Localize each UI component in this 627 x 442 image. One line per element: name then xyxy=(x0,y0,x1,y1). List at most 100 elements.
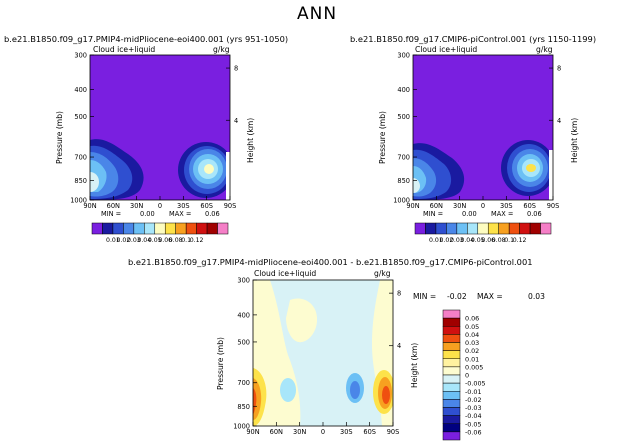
panel-1-xtick-label: 0 xyxy=(158,202,162,210)
colorbar-2-swatch xyxy=(540,222,552,235)
colorbar-diff-swatch xyxy=(442,374,461,384)
colorbar-1-label: 0.04 xyxy=(137,237,151,244)
colorbar-2-swatch xyxy=(477,222,489,235)
colorbar-2-label: 0.04 xyxy=(460,237,474,244)
panel-2-plot xyxy=(413,55,553,200)
colorbar-diff-swatch xyxy=(442,366,461,376)
colorbar-1-label: 0.08 xyxy=(169,237,183,244)
colorbar-diff-label: 0.01 xyxy=(465,355,479,363)
panel-3-ytick-label: 300 xyxy=(237,277,250,285)
colorbar-2-swatch xyxy=(446,222,458,235)
colorbar-diff-swatch xyxy=(442,326,461,335)
colorbar-2-swatch xyxy=(487,222,499,235)
colorbar-2-label: 0.06 xyxy=(481,237,495,244)
panel-2-xtick-label: 30N xyxy=(453,202,466,210)
colorbar-diff-swatch xyxy=(442,382,461,392)
colorbar-diff-swatch xyxy=(442,358,461,368)
colorbar-1-label: 0.1 xyxy=(181,237,191,244)
colorbar-1-label: 0.02 xyxy=(116,237,130,244)
colorbar-1-swatch xyxy=(133,222,145,235)
panel-3-nh-positive-l3 xyxy=(253,388,257,414)
panel-2-variable-label: Cloud ice+liquid xyxy=(415,45,478,54)
colorbar-diff-label: 0.03 xyxy=(465,339,479,347)
colorbar-1-swatch xyxy=(144,222,156,235)
colorbar-diff-swatch xyxy=(442,334,461,343)
colorbar-diff-label: -0.02 xyxy=(465,396,482,404)
panel-3-variable-label: Cloud ice+liquid xyxy=(254,269,317,278)
panel-3-xtick-label: 30S xyxy=(340,428,353,436)
colorbar-1-label: 0.05 xyxy=(148,237,162,244)
colorbar-2-swatch xyxy=(467,222,479,235)
panel-3-negative-mid xyxy=(286,298,318,343)
panel-1-ytick-label: 1000 xyxy=(70,197,87,205)
colorbar-diff-swatch xyxy=(442,350,461,359)
colorbar-2-label: 0.03 xyxy=(450,237,464,244)
colorbar-diff-swatch xyxy=(442,342,461,351)
colorbar-1-swatch xyxy=(154,222,166,235)
panel-1-antarctic-mask xyxy=(226,152,230,200)
panel-3-min-label: MIN = xyxy=(413,292,437,301)
panel-1-ytick-label: 300 xyxy=(74,52,87,60)
panel-1-plot xyxy=(90,55,230,200)
panel-3-units-label: g/kg xyxy=(374,269,391,278)
panel-3-ytick-label: 400 xyxy=(237,311,250,319)
panel-2-min-value: 0.00 xyxy=(462,210,477,218)
panel-3-ytick-label: 500 xyxy=(237,338,250,346)
colorbar-diff-label: -0.04 xyxy=(465,412,482,420)
colorbar-2-swatch xyxy=(456,222,468,235)
panel-1-height-tick-label: 4 xyxy=(234,117,238,125)
colorbar-diff-label: -0.005 xyxy=(465,380,486,388)
colorbar-1-swatch xyxy=(91,222,103,235)
panel-3-plot xyxy=(253,280,393,426)
colorbar-diff-swatch xyxy=(442,317,461,327)
colorbar-1-swatch xyxy=(112,222,124,235)
panel-2-sh-cloud-core xyxy=(526,164,536,172)
colorbar-diff-label: 0.04 xyxy=(465,331,479,339)
panel-2-max-value: 0.06 xyxy=(527,210,542,218)
colorbar-1-label: 0.03 xyxy=(127,237,141,244)
colorbar-1-swatch xyxy=(206,222,218,235)
panel-1-xtick-label: 60S xyxy=(200,202,213,210)
panel-3-sh-positive-l3 xyxy=(382,386,390,404)
panel-2-units-label: g/kg xyxy=(536,45,553,54)
panel-1-ytick-label: 850 xyxy=(74,177,87,185)
panel-3-xtick-label: 0 xyxy=(321,428,325,436)
panel-2-height-tick-label: 4 xyxy=(557,117,561,125)
colorbar-1-label: 0.01 xyxy=(106,237,120,244)
panel-1-ytick-label: 700 xyxy=(74,154,87,162)
colorbar-1-label: 0.06 xyxy=(158,237,172,244)
colorbar-diff-label: -0.06 xyxy=(465,428,482,436)
colorbar-1-swatch xyxy=(185,222,197,235)
panel-1-max-label: MAX = xyxy=(169,210,192,218)
colorbar-1-swatch xyxy=(123,222,135,235)
colorbar-1-swatch xyxy=(175,222,187,235)
panel-2-nh-cloud-core xyxy=(413,178,420,193)
colorbar-2-swatch xyxy=(435,222,447,235)
panel-2-xtick-label: 0 xyxy=(481,202,485,210)
panel-3-xtick-label: 90S xyxy=(387,428,400,436)
colorbar-2-swatch xyxy=(519,222,531,235)
colorbar-diff-label: 0 xyxy=(465,372,469,380)
panel-3-xtick-label: 30N xyxy=(293,428,306,436)
colorbar-diff-label: 0.06 xyxy=(465,315,479,323)
colorbar-diff-swatch xyxy=(442,399,461,408)
colorbar-diff-label: -0.05 xyxy=(465,420,482,428)
panel-2-ytick-label: 700 xyxy=(397,154,410,162)
colorbar-diff-swatch xyxy=(442,391,461,400)
colorbar-2-label: 0.01 xyxy=(429,237,443,244)
panel-2-xtick-label: 90S xyxy=(547,202,560,210)
colorbar-2-label: 0.1 xyxy=(504,237,514,244)
panel-1-max-value: 0.06 xyxy=(205,210,220,218)
colorbar-1-swatch xyxy=(164,222,176,235)
panel-3-height-tick-label: 4 xyxy=(397,342,401,350)
panel-1-min-label: MIN = xyxy=(101,210,122,218)
panel-1-ytick-label: 500 xyxy=(74,113,87,121)
colorbar-2-swatch xyxy=(529,222,541,235)
panel-2-ytick-label: 500 xyxy=(397,113,410,121)
panel-3-ytick-label: 700 xyxy=(237,379,250,387)
figure-title: ANN xyxy=(297,4,338,24)
panel-2-ytick-label: 1000 xyxy=(393,197,410,205)
panel-3-ytick-label: 1000 xyxy=(233,423,250,431)
colorbar-diff-label: -0.01 xyxy=(465,388,482,396)
colorbar-1-label: 0.12 xyxy=(190,237,204,244)
